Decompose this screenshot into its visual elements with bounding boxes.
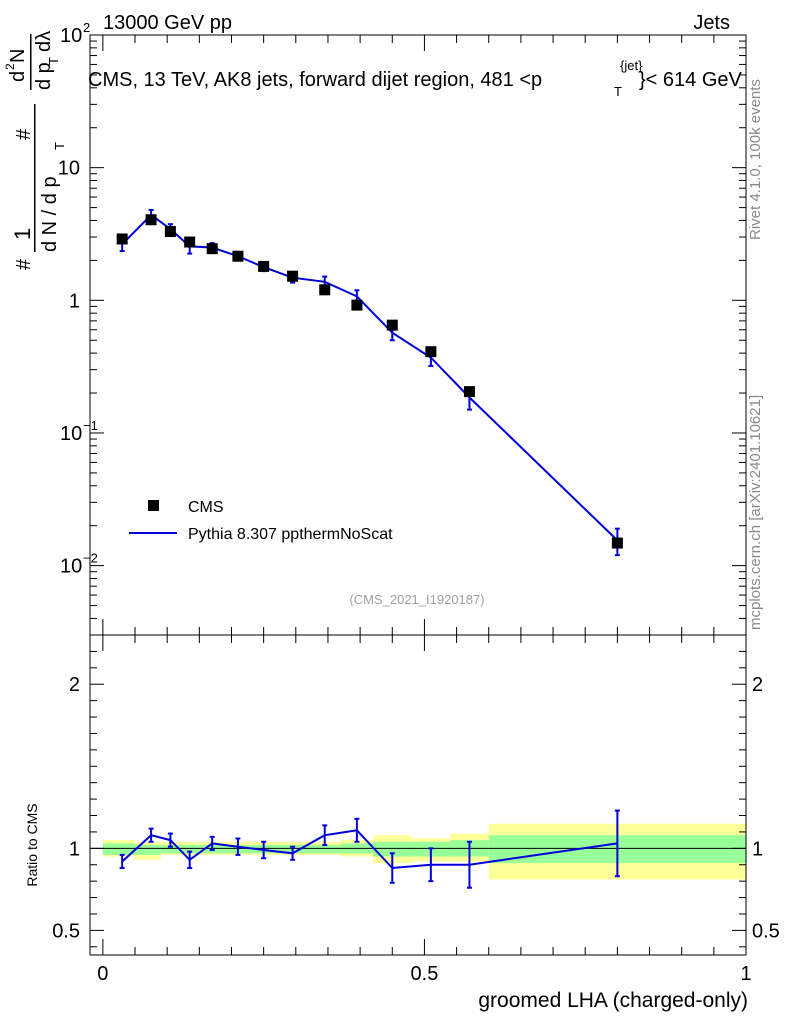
y-label-fraction-bar-2	[30, 34, 32, 90]
y-label-hash-1: #	[13, 258, 35, 270]
cms-data-point	[184, 236, 196, 248]
cms-data-point	[206, 243, 218, 255]
main-panel-frame	[89, 34, 747, 636]
main-y-tick-label: 10 −2	[60, 551, 98, 578]
cms-data-point	[351, 299, 363, 311]
title-main: CMS, 13 TeV, AK8 jets, forward dijet reg…	[88, 69, 542, 91]
cms-data-point	[116, 233, 128, 245]
y-label-dn-dpt: d N / d p	[39, 176, 61, 252]
main-y-tick-label-base: 10	[60, 25, 82, 47]
ratio-green-band	[102, 843, 136, 855]
x-tick-label: 1	[740, 963, 751, 985]
ratio-green-band	[160, 845, 181, 854]
rivet-version-label: Rivet 4.1.0, 100k events	[747, 79, 764, 240]
y-label-d2: d	[7, 71, 29, 82]
ratio-green-band	[180, 845, 200, 854]
main-y-tick-label-base: 10	[60, 423, 82, 445]
mc-series-line	[121, 213, 619, 542]
analysis-id-watermark: (CMS_2021_I1920187)	[349, 592, 484, 607]
y-label-t-sub-2: T	[46, 57, 61, 65]
ratio-green-band	[135, 845, 161, 855]
y-axis-label: # 1 d N / d p T # d 2 N d p T dλ	[3, 31, 67, 270]
ratio-green-band	[372, 841, 412, 857]
y-label-fraction-bar-1	[34, 104, 36, 252]
ratio-panel-frame	[89, 634, 747, 956]
main-y-tick-label-exponent: −2	[83, 551, 98, 566]
cms-data-point	[319, 284, 331, 296]
title-subscript: T	[614, 84, 622, 99]
main-y-tick-label: 10 −1	[60, 418, 98, 445]
cms-data-point	[611, 537, 623, 549]
x-axis-label: groomed LHA (charged-only)	[478, 989, 748, 1012]
y-label-exponent: 2	[3, 63, 17, 70]
y-label-hash-2: #	[13, 128, 35, 140]
title-tail: }< 614 GeV	[639, 69, 743, 91]
ratio-panel: 0 0.5 10.5 0.51 12 2	[52, 634, 780, 985]
cms-data-point	[287, 270, 299, 282]
cms-data-point	[425, 346, 437, 358]
cms-data-point	[164, 226, 176, 238]
ratio-y-axis-label: Ratio to CMS	[24, 803, 40, 886]
main-y-tick-label-base: 1	[69, 290, 80, 312]
ratio-y-tick-label-right: 1	[752, 838, 763, 860]
main-y-tick-label-base: 10	[58, 158, 80, 180]
y-label-dlambda: dλ	[33, 31, 55, 52]
cms-data-point	[145, 214, 157, 226]
header-left-label: 13000 GeV pp	[103, 12, 232, 34]
cms-data-point	[258, 260, 270, 272]
ratio-mc-line	[121, 829, 618, 870]
cms-data-point	[463, 386, 475, 398]
ratio-green-band	[308, 845, 341, 854]
x-tick-label: 0	[97, 963, 108, 985]
y-label-n: N	[7, 49, 29, 63]
main-y-tick-label-exponent: 2	[83, 20, 90, 35]
main-y-tick-label-base: 10	[60, 556, 82, 578]
y-label-one: 1	[10, 228, 35, 240]
ratio-y-tick-label-left: 0.5	[52, 920, 80, 942]
legend-data-marker	[148, 500, 159, 511]
ratio-y-tick-label-right: 0.5	[752, 920, 780, 942]
cms-data-point	[232, 250, 244, 262]
main-y-tick-label-exponent: −1	[83, 418, 98, 433]
x-tick-label: 0.5	[411, 963, 439, 985]
cms-data-point	[386, 319, 398, 331]
mcplots-label: mcplots.cern.ch [arXiv:2401.10621]	[747, 395, 764, 630]
plot-title: CMS, 13 TeV, AK8 jets, forward dijet reg…	[88, 58, 743, 99]
ratio-y-tick-label-right: 2	[752, 674, 763, 696]
y-label-t-sub-1: T	[52, 142, 67, 150]
main-y-tick-label: 10	[58, 158, 80, 180]
header-right-label: Jets	[693, 12, 730, 34]
legend-mc-label: Pythia 8.307 ppthermNoScat	[188, 526, 393, 543]
y-label-dp: d p	[33, 62, 55, 90]
ratio-y-tick-label-left: 1	[69, 838, 80, 860]
main-y-tick-label: 1	[69, 290, 80, 312]
legend: CMS Pythia 8.307 ppthermNoScat	[129, 499, 393, 543]
title-superscript: {jet}	[620, 58, 643, 73]
ratio-y-tick-label-left: 2	[69, 674, 80, 696]
main-y-tick-label: 10 2	[60, 20, 90, 47]
legend-data-label: CMS	[188, 499, 224, 516]
